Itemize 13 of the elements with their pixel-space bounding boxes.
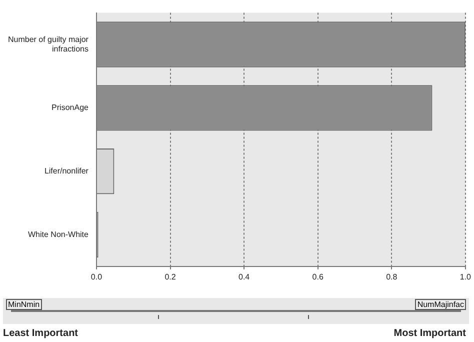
x-tick-label: 0.0: [90, 272, 103, 282]
slider: MinNmin NumMajinfac: [3, 298, 469, 324]
text: Most Important: [394, 328, 466, 339]
y-tick-label: Lifer/nonlifer: [44, 166, 89, 176]
x-tick-label: 0.6: [312, 272, 324, 282]
x-tick-label: 0.4: [238, 272, 250, 282]
x-tick-label: 0.2: [164, 272, 176, 282]
x-tick-label: 0.8: [386, 272, 398, 282]
text: Least Important: [3, 328, 78, 339]
y-tick-label: PrisonAge: [52, 103, 90, 112]
y-tick-label: White Non-White: [28, 230, 90, 239]
y-tick-label: Number of guilty major infractions: [8, 34, 89, 54]
x-tick-label: 1.0: [460, 272, 472, 282]
